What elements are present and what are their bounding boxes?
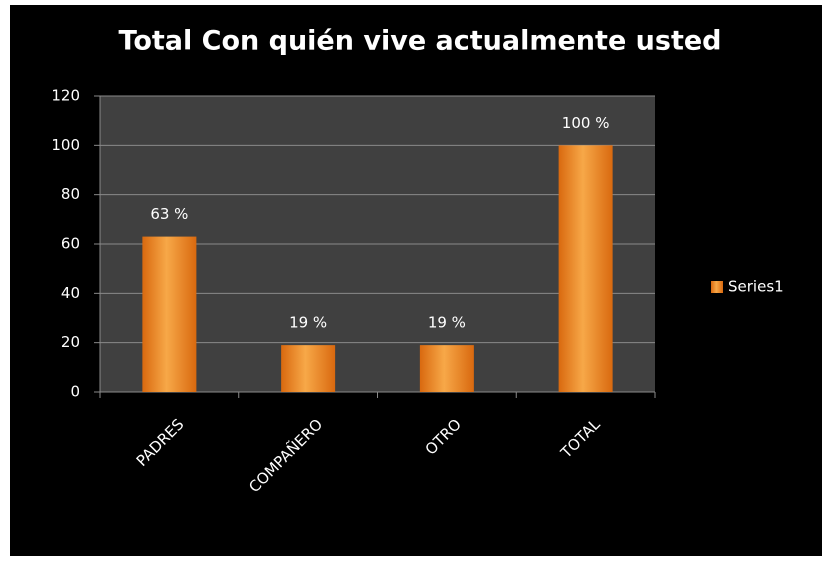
y-tick-label: 120 bbox=[51, 87, 80, 105]
y-tick-label: 100 bbox=[51, 136, 80, 154]
bar bbox=[142, 236, 197, 392]
y-tick-label: 20 bbox=[61, 333, 80, 351]
bar bbox=[419, 345, 474, 392]
data-label: 100 % bbox=[562, 114, 610, 132]
y-tick-label: 0 bbox=[70, 383, 80, 401]
data-label: 63 % bbox=[150, 205, 188, 223]
legend-swatch bbox=[711, 281, 723, 293]
y-tick-label: 60 bbox=[61, 235, 80, 253]
data-label: 19 % bbox=[428, 314, 466, 332]
y-tick-label: 40 bbox=[61, 284, 80, 302]
chart-title: Total Con quién vive actualmente usted bbox=[118, 26, 721, 57]
data-label: 19 % bbox=[289, 314, 327, 332]
legend-label: Series1 bbox=[728, 278, 784, 296]
y-tick-label: 80 bbox=[61, 185, 80, 203]
bar bbox=[558, 145, 613, 392]
bar bbox=[281, 345, 336, 392]
